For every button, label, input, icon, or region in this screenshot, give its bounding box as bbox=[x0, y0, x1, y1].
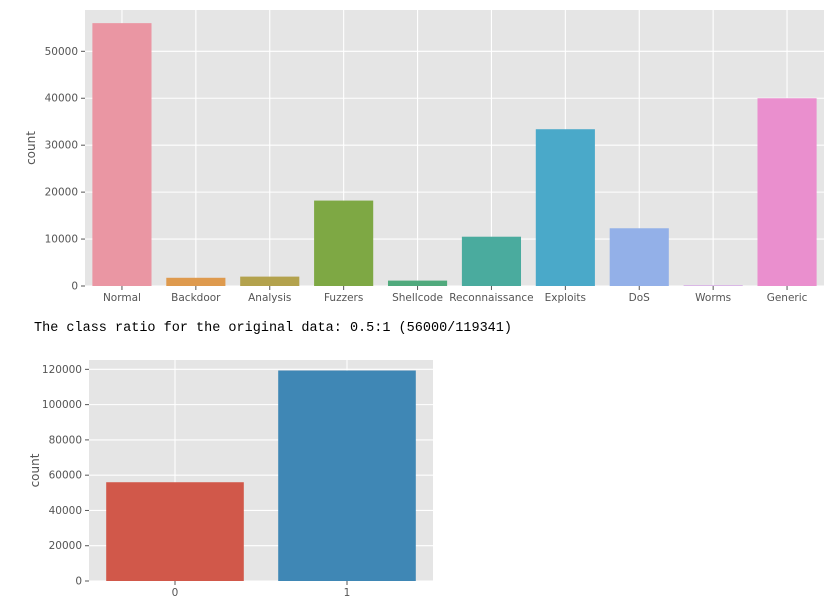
bar-normal bbox=[92, 23, 152, 287]
x-tick-label: Analysis bbox=[248, 292, 291, 304]
bar-1 bbox=[278, 370, 416, 581]
x-tick-label: Reconnaissance bbox=[449, 292, 533, 304]
y-tick-label: 120000 bbox=[42, 364, 82, 376]
bar-backdoor bbox=[166, 277, 226, 286]
category-count-chart: 0 10000 20000 30000 40000 50000 Normal Backdoor… bbox=[24, 10, 824, 304]
y-tick-label: 20000 bbox=[49, 540, 82, 552]
y-tick-label: 10000 bbox=[45, 234, 78, 246]
bar-shellcode bbox=[387, 280, 448, 286]
y-axis-label: count bbox=[24, 131, 38, 165]
bar-analysis bbox=[240, 276, 300, 286]
y-tick-label: 40000 bbox=[45, 93, 78, 105]
y-tick-label: 0 bbox=[71, 281, 78, 293]
plot-background bbox=[85, 10, 824, 286]
y-tick-label: 20000 bbox=[45, 187, 78, 199]
x-tick-label: Generic bbox=[767, 292, 808, 304]
y-tick-label: 60000 bbox=[49, 470, 82, 482]
x-tick-label: Normal bbox=[103, 292, 141, 304]
y-axis-label: count bbox=[28, 453, 42, 487]
class-ratio-output: The class ratio for the original data: 0… bbox=[34, 321, 512, 336]
x-tick-label: DoS bbox=[629, 292, 651, 304]
bar-exploits bbox=[535, 129, 595, 286]
x-tick-label: 0 bbox=[172, 587, 179, 599]
bar-fuzzers bbox=[314, 200, 374, 286]
bar-worms bbox=[683, 285, 743, 286]
x-tick-label: 1 bbox=[344, 587, 351, 599]
y-tick-label: 40000 bbox=[49, 505, 82, 517]
bar-0 bbox=[106, 482, 244, 581]
x-tick-label: Backdoor bbox=[171, 292, 221, 304]
y-tick-label: 100000 bbox=[42, 399, 82, 411]
y-tick-label: 30000 bbox=[45, 140, 78, 152]
x-tick-label: Exploits bbox=[545, 292, 586, 304]
y-tick-label: 0 bbox=[75, 576, 82, 588]
bar-dos bbox=[609, 228, 669, 286]
y-tick-label: 80000 bbox=[49, 434, 82, 446]
x-tick-label: Shellcode bbox=[392, 292, 443, 304]
binary-label-count-chart: 0 20000 40000 60000 80000 100000 120000 0 1 count bbox=[28, 360, 433, 599]
y-tick-label: 50000 bbox=[45, 46, 78, 58]
bar-generic bbox=[757, 98, 817, 286]
x-tick-label: Worms bbox=[695, 292, 731, 304]
x-tick-label: Fuzzers bbox=[324, 292, 363, 304]
bar-reconnaissance bbox=[461, 236, 522, 286]
